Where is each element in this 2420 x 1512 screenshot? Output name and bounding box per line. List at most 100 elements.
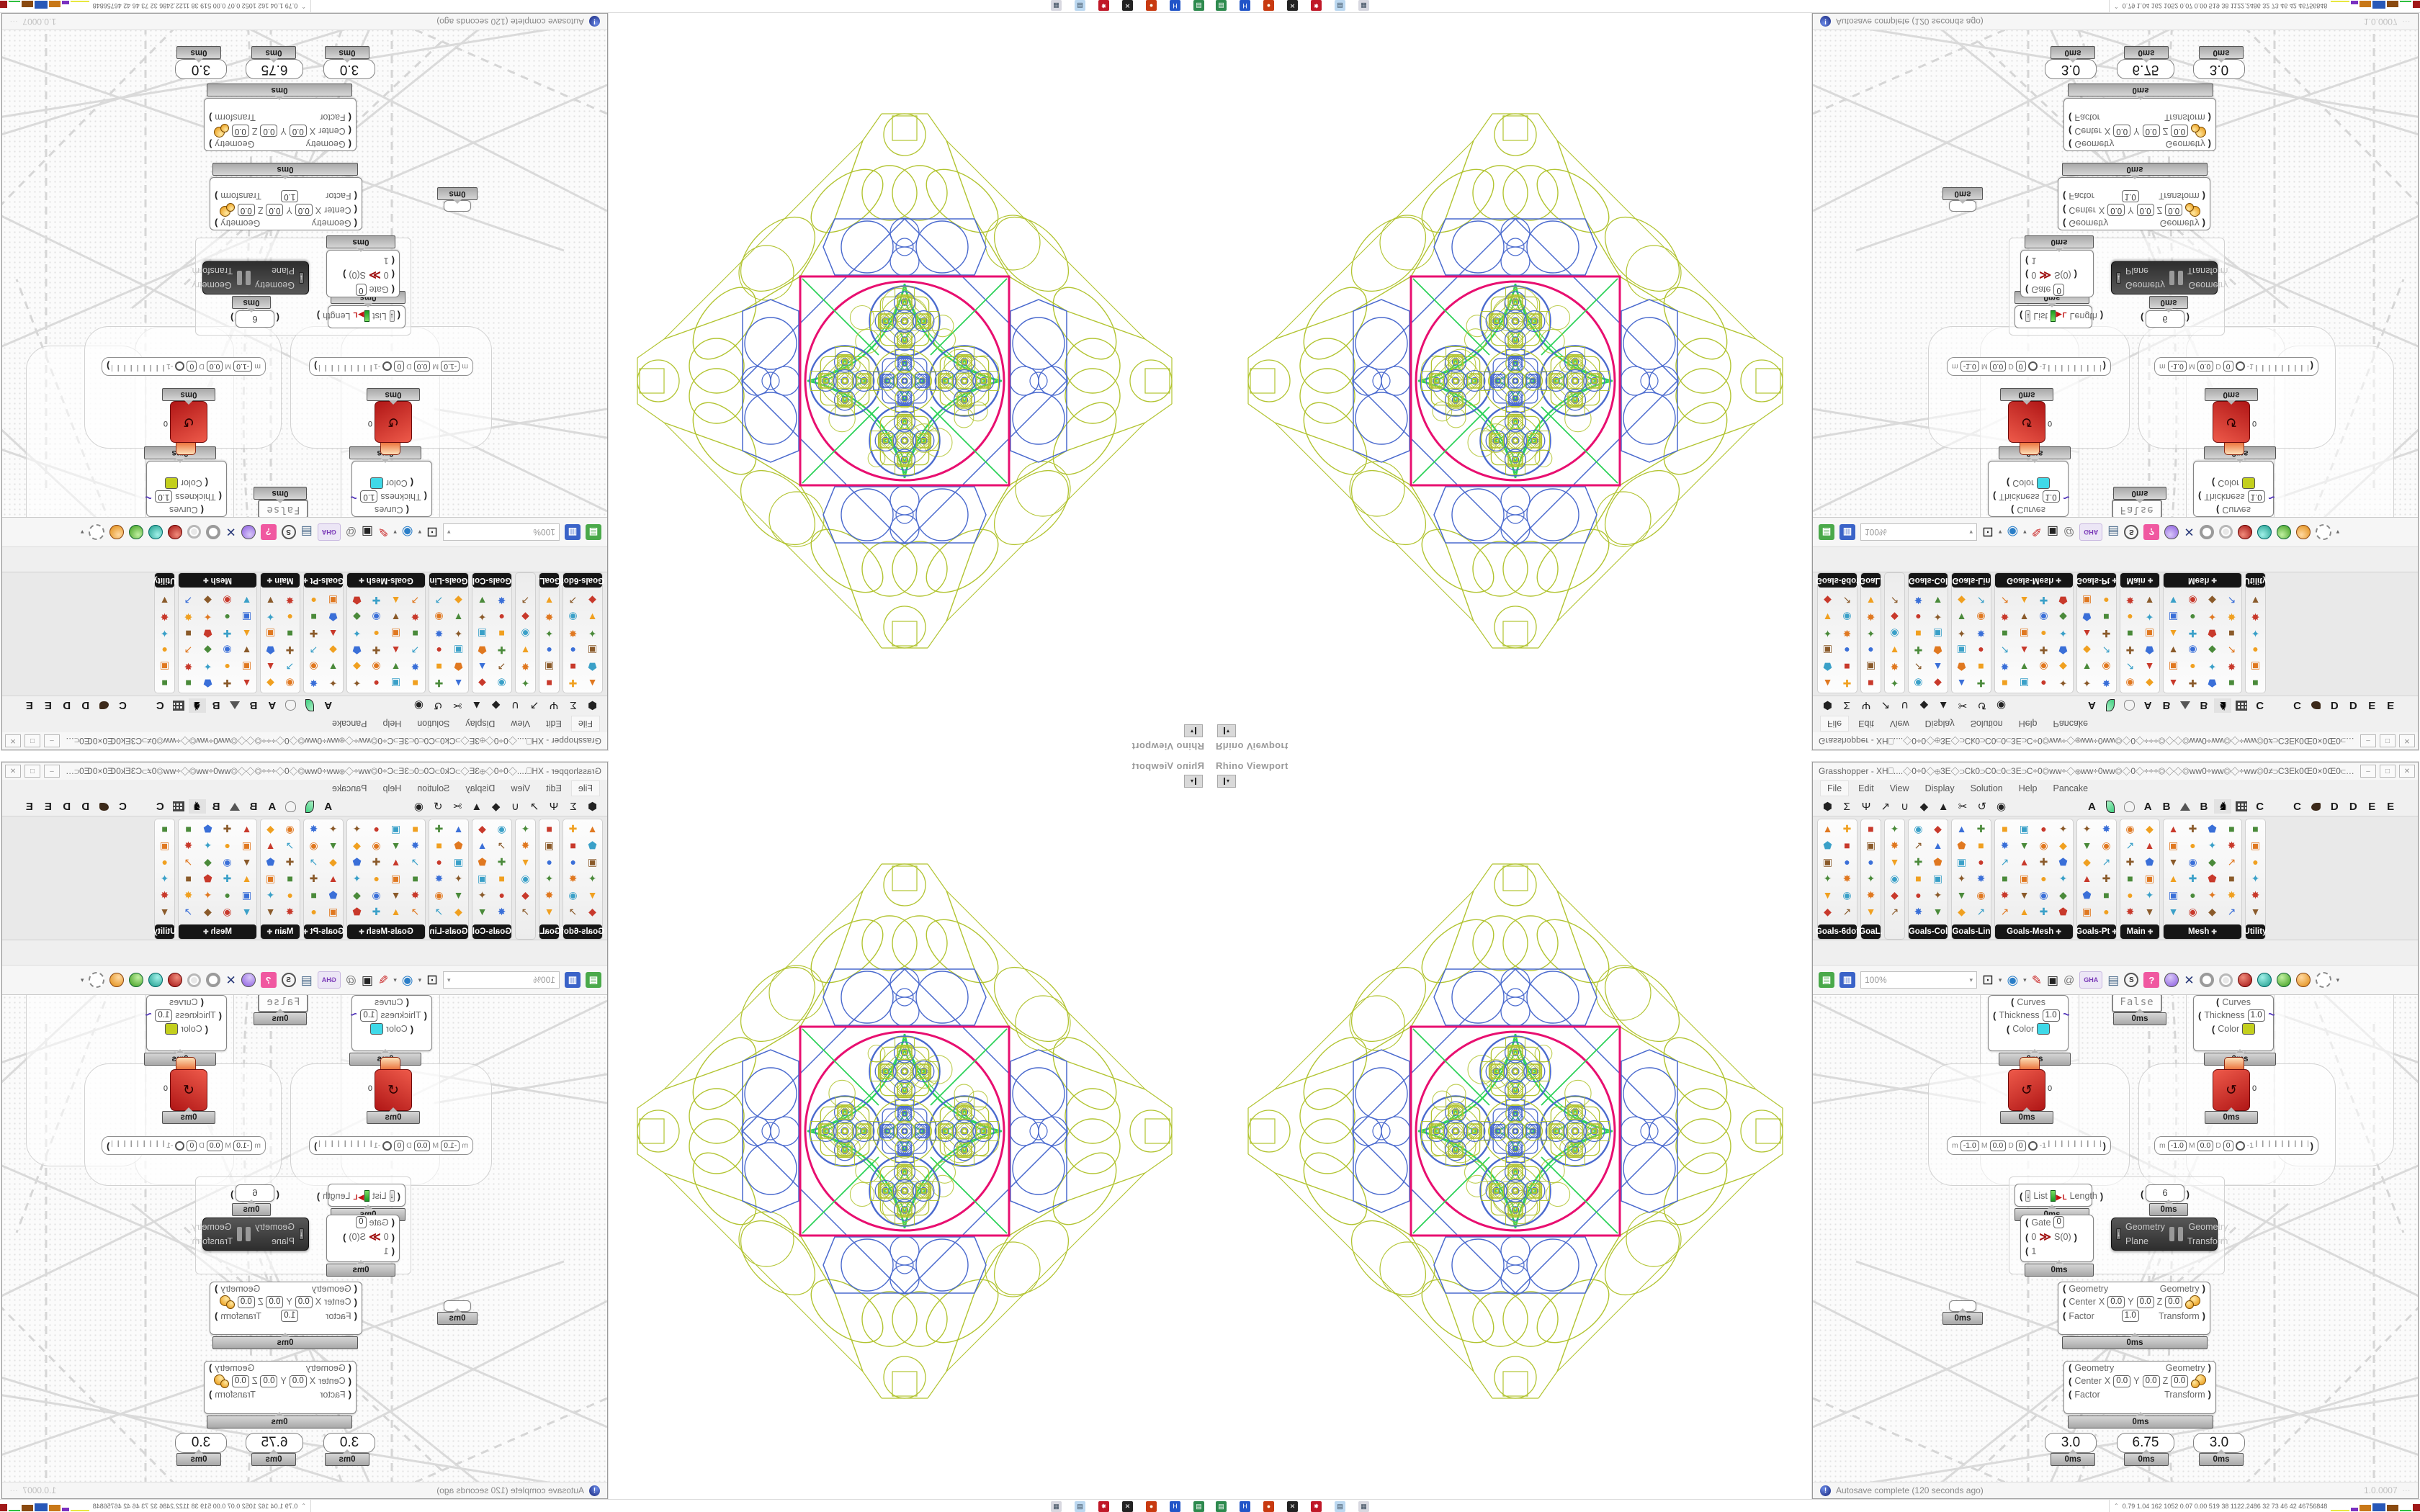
tab-plugin-C[interactable]: C <box>2293 800 2301 813</box>
mail-at-button[interactable]: @ <box>345 973 357 986</box>
component-icon[interactable]: ◆ <box>204 905 212 917</box>
open-file-button[interactable]: ▤ <box>1819 972 1834 988</box>
tab-plugin-B[interactable]: B <box>212 800 220 813</box>
component-icon[interactable]: ◉ <box>2102 839 2111 851</box>
component-icon[interactable]: ⬟ <box>203 822 212 834</box>
component-icon[interactable]: ◆ <box>1824 595 1832 607</box>
solver-component[interactable]: ↺ <box>170 1069 207 1111</box>
tab-plugin-A[interactable]: A <box>324 800 333 813</box>
selection-blob-teal[interactable] <box>2257 973 2272 987</box>
component-icon[interactable]: ▣ <box>2168 888 2179 901</box>
component-icon[interactable]: ▼ <box>2019 888 2030 901</box>
bar-max-value[interactable]: 0.0 <box>2197 1140 2214 1151</box>
tab-kangaroo-icon[interactable]: ♞ <box>189 799 207 814</box>
component-icon[interactable]: ⬟ <box>1933 644 1942 657</box>
tab-plugin-B[interactable]: B <box>249 800 258 813</box>
dashed-circle-button[interactable] <box>89 972 105 988</box>
tab-plugin-A[interactable]: A <box>2087 699 2096 712</box>
component-icon[interactable]: ✦ <box>454 872 463 884</box>
value-chip[interactable]: 0.0 <box>2171 125 2189 138</box>
component-icon[interactable]: ■ <box>185 628 192 640</box>
bar-knob[interactable] <box>382 361 393 372</box>
component-icon[interactable]: ↗ <box>309 644 318 657</box>
component-icon[interactable]: ✸ <box>2102 678 2111 690</box>
gha-exporter-button[interactable]: GHA <box>317 523 341 541</box>
preview-wireframe-button[interactable] <box>206 973 221 987</box>
menu-item-display[interactable]: Display <box>1924 719 1955 729</box>
component-icon[interactable]: ● <box>570 644 576 657</box>
component-icon[interactable]: ▣ <box>390 822 401 834</box>
component-icon[interactable]: ▣ <box>2168 839 2179 851</box>
tab-plugin-E[interactable]: E <box>2387 800 2395 813</box>
palette-group-label[interactable]: GoaL. <box>1859 573 1883 588</box>
taskbar-icon-notes[interactable]: ▤ <box>1075 0 1085 12</box>
tab-icon-3[interactable]: ↗ <box>1881 801 1891 813</box>
component-icon[interactable]: ▣ <box>477 872 488 884</box>
color-swatch[interactable] <box>2242 477 2256 489</box>
preview-shaded-button[interactable] <box>187 973 202 987</box>
component-icon[interactable]: ▣ <box>544 661 555 673</box>
value-chip[interactable]: 1.0 <box>2121 190 2139 202</box>
sketch-pen-button[interactable]: ✎ <box>378 525 389 539</box>
component-icon[interactable]: ◆ <box>1891 611 1899 624</box>
taskbar-icon-notes[interactable]: ▤ <box>1335 1500 1345 1512</box>
save-file-button[interactable]: ▥ <box>1839 972 1855 988</box>
bar-max-value[interactable]: 0.0 <box>1989 1140 2007 1151</box>
bar-d-value[interactable]: 0 <box>394 1140 405 1151</box>
component-icon[interactable]: ✸ <box>1842 628 1852 640</box>
component-icon[interactable]: ↗ <box>1842 595 1852 607</box>
component-icon[interactable]: ◆ <box>2146 822 2154 834</box>
component-icon[interactable]: ✸ <box>2227 611 2236 624</box>
component-icon[interactable]: ✚ <box>1842 822 1852 834</box>
component-icon[interactable]: ⬟ <box>478 644 487 657</box>
value-chip[interactable]: 1.0 <box>2247 490 2265 503</box>
taskbar-icon-red[interactable]: ✸ <box>1098 0 1109 12</box>
component-icon[interactable]: ✸ <box>309 678 318 690</box>
component-icon[interactable]: ✸ <box>497 905 506 917</box>
component-icon[interactable]: ◆ <box>478 678 486 690</box>
component-icon[interactable]: ✚ <box>1842 678 1852 690</box>
selection-blob-orange[interactable] <box>109 973 125 987</box>
component-icon[interactable]: ▣ <box>159 661 170 673</box>
component-icon[interactable]: ✦ <box>203 611 212 624</box>
menu-item-file[interactable]: File <box>1820 780 1850 796</box>
component-icon[interactable]: ● <box>373 822 380 834</box>
palette-group-label[interactable]: GoaL. <box>537 924 561 939</box>
component-icon[interactable]: ✦ <box>203 839 212 851</box>
component-icon[interactable]: ✚ <box>1976 822 1986 834</box>
palette-group-label[interactable]: Goals-Lin <box>1952 573 1991 588</box>
maximize-button[interactable]: □ <box>2380 765 2396 778</box>
tab-plugin-A[interactable]: A <box>268 800 277 813</box>
component-icon[interactable]: ↗ <box>1890 595 1899 607</box>
palette-group-label[interactable]: Goals-Col <box>1909 924 1948 939</box>
component-icon[interactable]: ◉ <box>223 855 232 868</box>
component-icon[interactable]: ◆ <box>353 839 361 851</box>
menu-item-pancake[interactable]: Pancake <box>2053 783 2089 793</box>
component-icon[interactable]: ✚ <box>372 905 381 917</box>
flatten-icon[interactable]: ↓ <box>389 310 395 322</box>
tab-icon-7[interactable]: ✂ <box>452 699 462 711</box>
component-icon[interactable]: ◆ <box>454 595 462 607</box>
tab-plugin-A[interactable]: A <box>268 699 277 712</box>
preview-eye-button[interactable]: ◉ <box>401 973 413 987</box>
component-icon[interactable]: ◉ <box>521 872 530 884</box>
palette-group-label[interactable]: Goals-6dof <box>1816 924 1859 939</box>
component-icon[interactable]: ⬟ <box>454 661 463 673</box>
sketch-pen-button[interactable]: ✎ <box>2031 525 2042 539</box>
component-icon[interactable]: ▲ <box>453 822 464 834</box>
bar-min-value[interactable]: -1.0 <box>233 361 253 372</box>
component-icon[interactable]: ■ <box>185 678 192 690</box>
component-icon[interactable]: ◆ <box>2208 855 2216 868</box>
component-icon[interactable]: ■ <box>2228 872 2235 884</box>
component-icon[interactable]: ■ <box>2103 888 2110 901</box>
component-icon[interactable]: ▲ <box>1956 822 1967 834</box>
component-icon[interactable]: ◉ <box>497 822 506 834</box>
component-icon[interactable]: ✦ <box>2058 822 2068 834</box>
maximize-button[interactable]: □ <box>2380 734 2396 747</box>
component-icon[interactable]: ✸ <box>568 872 578 884</box>
component-icon[interactable]: ▣ <box>265 872 276 884</box>
component-icon[interactable]: ■ <box>161 822 168 834</box>
component-icon[interactable]: ◉ <box>2125 678 2135 690</box>
component-icon[interactable]: ▼ <box>265 905 276 917</box>
component-icon[interactable]: ● <box>224 661 230 673</box>
